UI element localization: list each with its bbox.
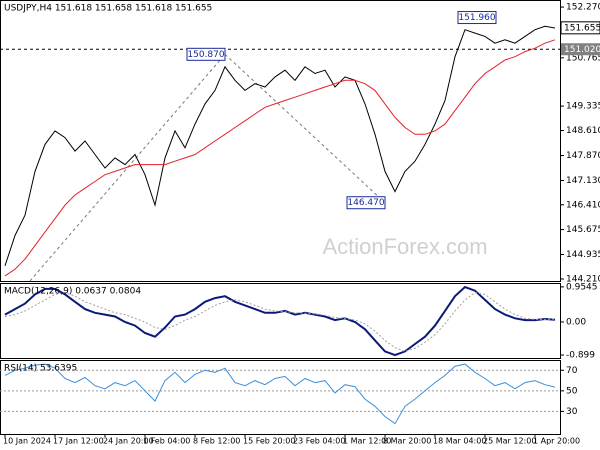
y-tick-label: 147.870: [566, 151, 600, 161]
y-tick-label: 147.130: [566, 176, 600, 186]
price-label: 151.655: [564, 23, 600, 33]
x-tick-label: 8 Feb 12:00: [193, 437, 240, 446]
panel-frame: [0, 283, 561, 359]
y-tick-label: 152.270: [566, 3, 600, 13]
y-tick-label: 30: [566, 407, 578, 417]
x-tick-label: 24 Jan 20:00: [103, 437, 154, 446]
series-line: [4, 292, 556, 352]
panel-title: USDJPY,H4 151.618 151.658 151.618 151.65…: [4, 4, 212, 14]
annotation-label: 151.960: [458, 13, 495, 23]
annotation-label: 146.470: [347, 198, 384, 208]
annotation-box: [346, 196, 386, 210]
trend-line: [29, 53, 226, 282]
y-tick-label: 146.410: [566, 200, 600, 210]
x-tick-label: 17 Jan 12:00: [53, 437, 104, 446]
panel-title: MACD(12,26,9) 0.0637 0.0804: [4, 287, 141, 297]
series-line: [4, 363, 556, 425]
level-label: 151.020: [564, 45, 600, 55]
y-tick-label: 145.675: [566, 225, 600, 235]
watermark: ActionForex.com: [322, 234, 487, 259]
level-box: [561, 43, 600, 56]
price-box: [560, 21, 600, 35]
x-tick-label: 1 Feb 04:00: [143, 437, 190, 446]
x-tick-label: 1 Apr 20:00: [533, 437, 580, 446]
x-tick-label: 15 Feb 20:00: [243, 437, 295, 446]
y-tick-label: 0.9545: [566, 282, 598, 292]
x-tick-label: 1 Mar 12:00: [343, 437, 391, 446]
panel-frame: [0, 0, 561, 282]
x-tick-label: 25 Mar 12:00: [483, 437, 536, 446]
series-line: [4, 39, 556, 277]
y-tick-label: 0.00: [566, 317, 586, 327]
annotation-box: [457, 11, 497, 25]
y-tick-label: 149.335: [566, 102, 600, 112]
x-tick-label: 23 Feb 04:00: [293, 437, 345, 446]
y-tick-label: 150.765: [566, 53, 600, 63]
annotation-box: [186, 47, 226, 61]
series-line: [4, 25, 556, 266]
annotation-label: 150.870: [187, 50, 224, 60]
series-line: [4, 285, 556, 357]
y-tick-label: 144.210: [566, 274, 600, 284]
panel-frame: [0, 360, 561, 435]
y-tick-label: 70: [566, 366, 578, 376]
y-tick-label: 148.610: [566, 126, 600, 136]
panel-title: RSI(14) 53.6395: [4, 364, 77, 374]
y-tick-label: 50: [566, 386, 578, 396]
x-tick-label: 8 Mar 20:00: [383, 437, 431, 446]
y-tick-label: 144.935: [566, 250, 600, 260]
y-tick-label: -0.899: [566, 351, 595, 361]
trend-line: [224, 53, 386, 204]
x-tick-label: 18 Mar 04:00: [433, 437, 486, 446]
x-tick-label: 10 Jan 2024: [3, 437, 51, 446]
